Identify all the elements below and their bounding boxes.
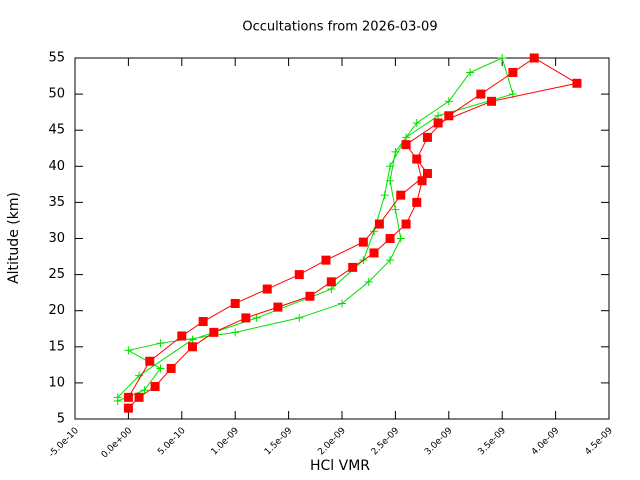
y-tick-label: 30 xyxy=(48,231,65,246)
square-marker xyxy=(401,140,411,150)
plus-marker xyxy=(444,97,453,106)
square-marker xyxy=(487,96,497,106)
y-tick-label: 5 xyxy=(57,412,65,427)
square-marker xyxy=(123,403,133,413)
square-marker xyxy=(433,118,443,128)
plus-marker xyxy=(188,335,197,344)
square-marker xyxy=(348,262,358,272)
square-marker xyxy=(508,67,518,77)
square-marker xyxy=(412,197,422,207)
square-marker xyxy=(422,169,432,179)
square-marker xyxy=(262,284,272,294)
y-tick-label: 35 xyxy=(48,195,65,210)
square-marker xyxy=(134,392,144,402)
square-marker xyxy=(241,313,251,323)
square-marker xyxy=(529,53,539,63)
plus-marker xyxy=(156,364,165,373)
plus-marker xyxy=(434,111,443,120)
square-marker xyxy=(326,277,336,287)
square-marker xyxy=(209,327,219,337)
square-marker xyxy=(230,298,240,308)
plot-frame xyxy=(74,57,610,420)
square-marker xyxy=(321,255,331,265)
square-marker xyxy=(396,190,406,200)
square-marker xyxy=(273,302,283,312)
square-marker xyxy=(177,331,187,341)
plus-marker xyxy=(124,346,133,355)
plus-marker xyxy=(412,118,421,127)
chart-title: Occultations from 2026-03-09 xyxy=(242,20,437,35)
plus-marker xyxy=(370,227,379,236)
square-marker xyxy=(123,392,133,402)
y-tick-label: 25 xyxy=(48,267,65,282)
y-tick-label: 40 xyxy=(48,159,65,174)
square-marker xyxy=(294,270,304,280)
square-marker xyxy=(150,382,160,392)
plus-marker xyxy=(391,205,400,214)
square-marker xyxy=(145,356,155,366)
square-marker xyxy=(198,317,208,327)
plus-marker xyxy=(380,191,389,200)
square-marker xyxy=(369,248,379,258)
y-tick-label: 45 xyxy=(48,123,65,138)
plus-marker xyxy=(402,133,411,142)
plus-marker xyxy=(498,54,507,62)
y-axis-label: Altitude (km) xyxy=(6,192,22,284)
square-marker xyxy=(444,111,454,121)
plus-marker xyxy=(386,176,395,185)
square-marker xyxy=(305,291,315,301)
plus-marker xyxy=(386,256,395,265)
y-tick-label: 50 xyxy=(48,87,65,102)
plus-marker xyxy=(391,147,400,156)
square-marker xyxy=(166,363,176,373)
square-marker xyxy=(374,219,384,229)
plus-marker xyxy=(466,68,475,77)
square-marker xyxy=(385,234,395,243)
square-marker xyxy=(422,132,432,142)
plus-marker xyxy=(386,162,395,171)
square-marker xyxy=(358,237,368,247)
plus-marker xyxy=(295,313,304,322)
square-marker xyxy=(417,176,427,186)
x-axis-label: HCl VMR xyxy=(310,458,370,474)
square-marker xyxy=(401,219,411,229)
plus-marker xyxy=(140,386,149,395)
series-line xyxy=(117,57,514,402)
y-tick-label: 15 xyxy=(48,339,65,354)
plus-marker xyxy=(113,393,122,402)
square-marker xyxy=(187,342,197,352)
square-marker xyxy=(476,89,486,99)
plus-marker xyxy=(396,234,405,243)
plus-marker xyxy=(327,285,336,294)
y-tick-label: 20 xyxy=(48,303,65,318)
y-tick-label: 10 xyxy=(48,375,65,390)
plus-marker xyxy=(231,328,240,337)
plus-marker xyxy=(252,313,261,322)
square-marker xyxy=(412,154,422,164)
y-tick-label: 55 xyxy=(48,51,65,66)
plus-marker xyxy=(338,299,346,308)
plus-marker xyxy=(156,339,165,348)
plus-marker xyxy=(364,277,373,286)
square-marker xyxy=(572,78,582,88)
